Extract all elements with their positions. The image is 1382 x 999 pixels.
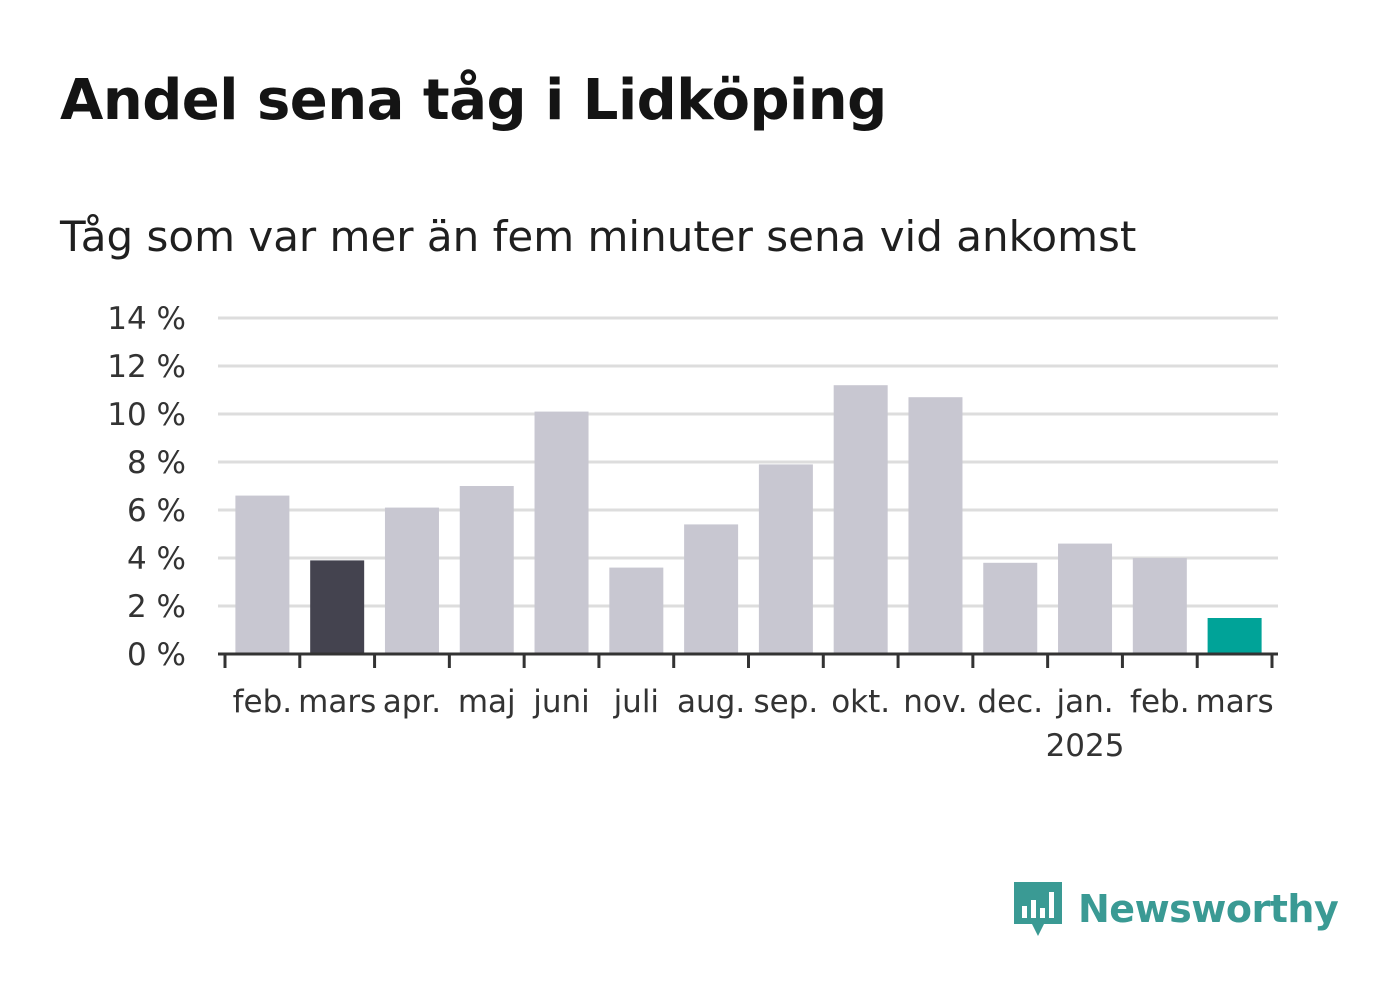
x-tick-label: aug. bbox=[677, 684, 745, 720]
brand: Newsworthy bbox=[1010, 878, 1339, 940]
y-tick-label: 6 % bbox=[127, 493, 186, 529]
bar bbox=[833, 385, 888, 654]
bar bbox=[684, 524, 739, 654]
x-tick-label: feb. bbox=[1130, 684, 1190, 720]
x-tick-label: okt. bbox=[831, 684, 890, 720]
y-tick-label: 10 % bbox=[107, 397, 186, 433]
bar bbox=[609, 567, 664, 654]
y-tick-label: 4 % bbox=[127, 541, 186, 577]
bars bbox=[235, 385, 1262, 654]
bar bbox=[1058, 543, 1113, 654]
x-tick-label: juli bbox=[613, 684, 660, 720]
bar bbox=[983, 562, 1038, 654]
bar bbox=[1207, 618, 1262, 654]
x-tick-label: mars bbox=[298, 684, 376, 720]
bar bbox=[459, 486, 514, 654]
newsworthy-logo-icon bbox=[1014, 882, 1062, 936]
chart-subtitle: Tåg som var mer än fem minuter sena vid … bbox=[60, 212, 1137, 261]
bar-chart: 0 %2 %4 %6 %8 %10 %12 %14 % feb. mars apr.… bbox=[107, 301, 1278, 764]
x-tick-label: sep. bbox=[754, 684, 819, 720]
x-tick-label: juni bbox=[532, 684, 590, 720]
y-tick-label: 12 % bbox=[107, 349, 186, 385]
bar bbox=[310, 560, 365, 654]
x-tick-label: feb. bbox=[233, 684, 293, 720]
gridlines bbox=[218, 316, 1278, 608]
bar bbox=[534, 411, 589, 654]
y-axis-ticks: 0 % 2 % 4 % 6 % 8 % 10 % 12 % 14 % bbox=[107, 301, 186, 673]
axes bbox=[218, 652, 1278, 668]
x-tick-label: jan. bbox=[1055, 684, 1113, 720]
y-tick-label: 0 % bbox=[127, 637, 186, 673]
x-tick-sublabel: 2025 bbox=[1046, 728, 1125, 764]
x-tick-label: apr. bbox=[383, 684, 441, 720]
brand-name: Newsworthy bbox=[1078, 887, 1339, 931]
y-tick-label: 14 % bbox=[107, 301, 186, 337]
y-tick-label: 8 % bbox=[127, 445, 186, 481]
x-tick-label: dec. bbox=[977, 684, 1043, 720]
x-tick-label: nov. bbox=[903, 684, 967, 720]
bar bbox=[1132, 558, 1187, 654]
bar bbox=[235, 495, 290, 654]
y-tick-label: 2 % bbox=[127, 589, 186, 625]
bar bbox=[384, 507, 439, 654]
x-axis-ticks: feb. mars apr. maj juni juli aug. sep. okt. nov. d… bbox=[233, 684, 1274, 764]
bar bbox=[758, 464, 813, 654]
x-tick-label: maj bbox=[458, 684, 516, 720]
x-tick-label: mars bbox=[1196, 684, 1274, 720]
bar bbox=[908, 397, 963, 654]
chart-title: Andel sena tåg i Lidköping bbox=[60, 68, 887, 133]
